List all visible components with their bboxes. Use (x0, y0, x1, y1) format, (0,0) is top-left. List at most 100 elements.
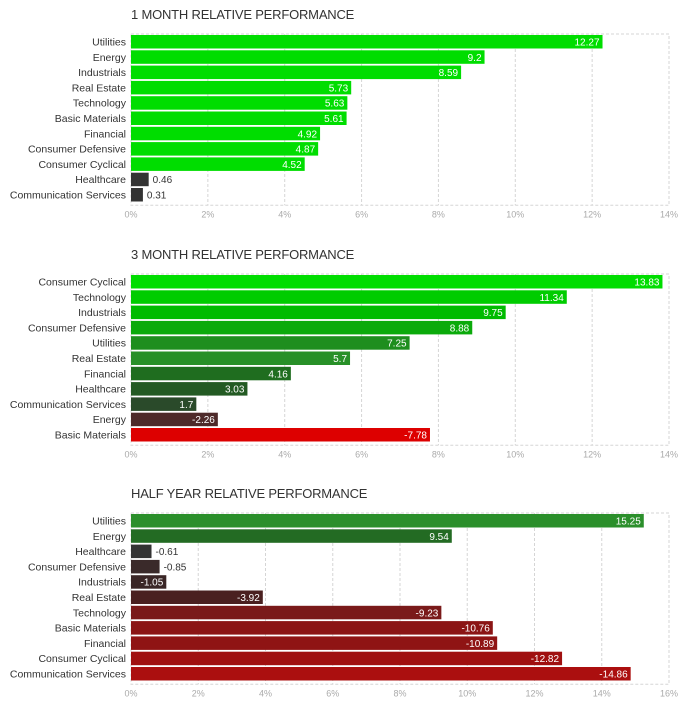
bar-chart-3-month: 0% 2% 4% 6% 8% 10% 12% 14% Consumer Cyclical 13.8… (10, 273, 678, 459)
tick-label: 0% (124, 449, 137, 459)
bar[interactable] (131, 621, 493, 635)
chart-title: 3 MONTH RELATIVE PERFORMANCE (131, 247, 355, 262)
bar[interactable] (131, 544, 152, 559)
bar[interactable] (131, 142, 319, 156)
bar[interactable] (131, 65, 462, 80)
category-label: Utilities (92, 516, 126, 528)
bar[interactable] (131, 636, 498, 650)
category-label: Financial (84, 368, 126, 380)
category-label: Healthcare (75, 174, 126, 186)
bar[interactable] (131, 575, 167, 589)
category-label: Communication Services (10, 669, 126, 681)
category-label: Communication Services (10, 399, 126, 411)
category-label: Consumer Cyclical (38, 159, 126, 171)
category-label: Real Estate (72, 82, 126, 94)
bar[interactable] (131, 651, 563, 666)
bar[interactable] (131, 428, 430, 442)
category-label: Consumer Defensive (28, 322, 126, 334)
bar[interactable] (131, 320, 473, 335)
category-label: Energy (93, 531, 127, 543)
bar[interactable] (131, 305, 506, 320)
value-label: 9.75 (483, 308, 503, 319)
category-label: Basic Materials (55, 113, 126, 125)
value-label: 8.59 (439, 68, 459, 79)
tick-label: 16% (660, 688, 678, 698)
bar[interactable] (131, 605, 442, 620)
bar[interactable] (131, 559, 160, 574)
tick-label: 8% (393, 688, 406, 698)
value-label: 0.46 (153, 175, 173, 186)
tick-label: 10% (506, 209, 524, 219)
value-label: 4.92 (298, 129, 318, 140)
category-label: Consumer Cyclical (38, 277, 126, 289)
bar[interactable] (131, 275, 663, 289)
tick-label: 2% (201, 209, 214, 219)
tick-label: 12% (583, 209, 601, 219)
category-label: Basic Materials (55, 623, 126, 635)
value-label: 4.52 (282, 160, 302, 171)
bar[interactable] (131, 529, 452, 543)
tick-label: 12% (525, 688, 543, 698)
value-label: -1.05 (141, 578, 164, 589)
value-label: 4.87 (296, 145, 316, 156)
category-label: Industrials (78, 577, 126, 589)
category-label: Technology (73, 292, 127, 304)
value-label: 3.03 (225, 385, 245, 396)
bar[interactable] (131, 590, 263, 605)
value-label: 9.2 (468, 53, 482, 64)
value-label: -9.23 (416, 608, 439, 619)
chart-1-month: 1 MONTH RELATIVE PERFORMANCE 0% 2% 4% 6% 8% 1… (0, 7, 688, 225)
value-label: -10.76 (461, 624, 490, 635)
tick-label: 14% (593, 688, 611, 698)
category-label: Financial (84, 128, 126, 140)
bar[interactable] (131, 667, 631, 681)
tick-label: 6% (355, 209, 368, 219)
tick-label: 14% (660, 209, 678, 219)
category-label: Energy (93, 52, 127, 64)
value-label: 4.16 (268, 369, 288, 380)
value-label: 8.88 (450, 323, 470, 334)
category-label: Basic Materials (55, 430, 126, 442)
value-label: 9.54 (429, 532, 449, 543)
value-label: -14.86 (599, 670, 628, 681)
value-label: 5.7 (333, 354, 347, 365)
tick-label: 10% (506, 449, 524, 459)
category-label: Energy (93, 414, 127, 426)
value-label: -12.82 (531, 654, 560, 665)
bar[interactable] (131, 382, 248, 396)
category-label: Technology (73, 607, 127, 619)
value-label: 1.7 (179, 400, 193, 411)
bar[interactable] (131, 412, 218, 427)
bar[interactable] (131, 366, 291, 381)
bar[interactable] (131, 50, 485, 64)
category-label: Consumer Cyclical (38, 653, 126, 665)
bar[interactable] (131, 514, 644, 528)
tick-label: 8% (432, 449, 445, 459)
bar[interactable] (131, 397, 197, 411)
category-label: Consumer Defensive (28, 144, 126, 156)
category-label: Utilities (92, 37, 126, 49)
bar[interactable] (131, 290, 567, 304)
tick-label: 8% (432, 209, 445, 219)
bar[interactable] (131, 111, 347, 126)
bar[interactable] (131, 80, 352, 95)
category-label: Industrials (78, 67, 126, 79)
chart-title: 1 MONTH RELATIVE PERFORMANCE (131, 7, 355, 22)
bar[interactable] (131, 35, 603, 49)
bar[interactable] (131, 336, 410, 350)
value-label: -0.61 (156, 547, 179, 558)
bar[interactable] (131, 188, 143, 202)
category-label: Real Estate (72, 592, 126, 604)
category-label: Technology (73, 98, 127, 110)
category-label: Healthcare (75, 546, 126, 558)
bar-chart-1-month: 0% 2% 4% 6% 8% 10% 12% 14% Utilities 12.27 Energy 9… (10, 33, 678, 219)
bar[interactable] (131, 351, 351, 366)
category-label: Communication Services (10, 190, 126, 202)
bar[interactable] (131, 126, 321, 141)
value-label: 5.73 (329, 83, 349, 94)
bar[interactable] (131, 172, 149, 187)
value-label: 11.34 (539, 293, 564, 304)
bar[interactable] (131, 157, 305, 171)
tick-label: 6% (355, 449, 368, 459)
bar[interactable] (131, 96, 348, 110)
